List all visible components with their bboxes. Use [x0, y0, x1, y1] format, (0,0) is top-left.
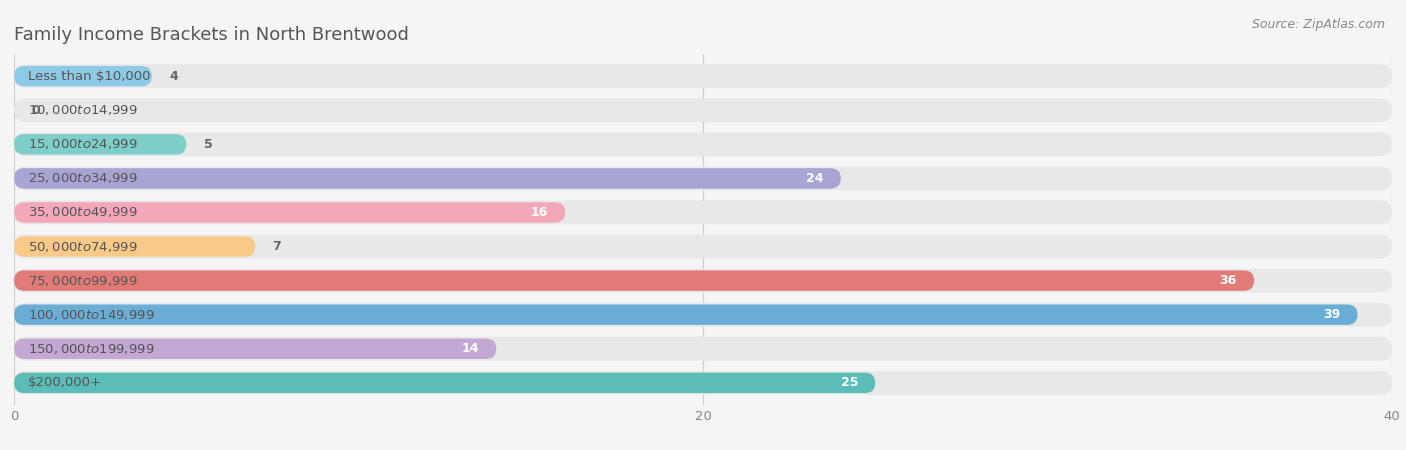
FancyBboxPatch shape — [14, 234, 1392, 258]
Text: Less than $10,000: Less than $10,000 — [28, 70, 150, 83]
Text: 16: 16 — [530, 206, 548, 219]
FancyBboxPatch shape — [14, 269, 1392, 292]
FancyBboxPatch shape — [14, 201, 1392, 225]
Text: $35,000 to $49,999: $35,000 to $49,999 — [28, 206, 138, 220]
FancyBboxPatch shape — [14, 305, 1358, 325]
FancyBboxPatch shape — [14, 371, 1392, 395]
FancyBboxPatch shape — [14, 166, 1392, 190]
FancyBboxPatch shape — [14, 168, 841, 189]
Text: $75,000 to $99,999: $75,000 to $99,999 — [28, 274, 138, 288]
Text: 25: 25 — [841, 376, 858, 389]
Text: 4: 4 — [169, 70, 177, 83]
FancyBboxPatch shape — [14, 202, 565, 223]
Text: 7: 7 — [273, 240, 281, 253]
Text: $10,000 to $14,999: $10,000 to $14,999 — [28, 103, 138, 117]
Text: 14: 14 — [461, 342, 479, 355]
Text: 39: 39 — [1323, 308, 1340, 321]
Text: $150,000 to $199,999: $150,000 to $199,999 — [28, 342, 155, 356]
Text: $200,000+: $200,000+ — [28, 376, 101, 389]
FancyBboxPatch shape — [14, 303, 1392, 327]
FancyBboxPatch shape — [14, 337, 1392, 361]
FancyBboxPatch shape — [14, 373, 875, 393]
FancyBboxPatch shape — [14, 64, 1392, 88]
FancyBboxPatch shape — [14, 236, 256, 257]
Text: 5: 5 — [204, 138, 212, 151]
FancyBboxPatch shape — [14, 132, 1392, 156]
FancyBboxPatch shape — [14, 134, 186, 154]
FancyBboxPatch shape — [14, 66, 152, 86]
Text: Source: ZipAtlas.com: Source: ZipAtlas.com — [1251, 18, 1385, 31]
FancyBboxPatch shape — [14, 98, 1392, 122]
Text: $50,000 to $74,999: $50,000 to $74,999 — [28, 239, 138, 253]
Text: $15,000 to $24,999: $15,000 to $24,999 — [28, 137, 138, 151]
Text: 24: 24 — [806, 172, 824, 185]
Text: 36: 36 — [1219, 274, 1237, 287]
FancyBboxPatch shape — [14, 270, 1254, 291]
FancyBboxPatch shape — [14, 338, 496, 359]
Text: $100,000 to $149,999: $100,000 to $149,999 — [28, 308, 155, 322]
Text: Family Income Brackets in North Brentwood: Family Income Brackets in North Brentwoo… — [14, 26, 409, 44]
Text: 0: 0 — [31, 104, 39, 117]
Text: $25,000 to $34,999: $25,000 to $34,999 — [28, 171, 138, 185]
